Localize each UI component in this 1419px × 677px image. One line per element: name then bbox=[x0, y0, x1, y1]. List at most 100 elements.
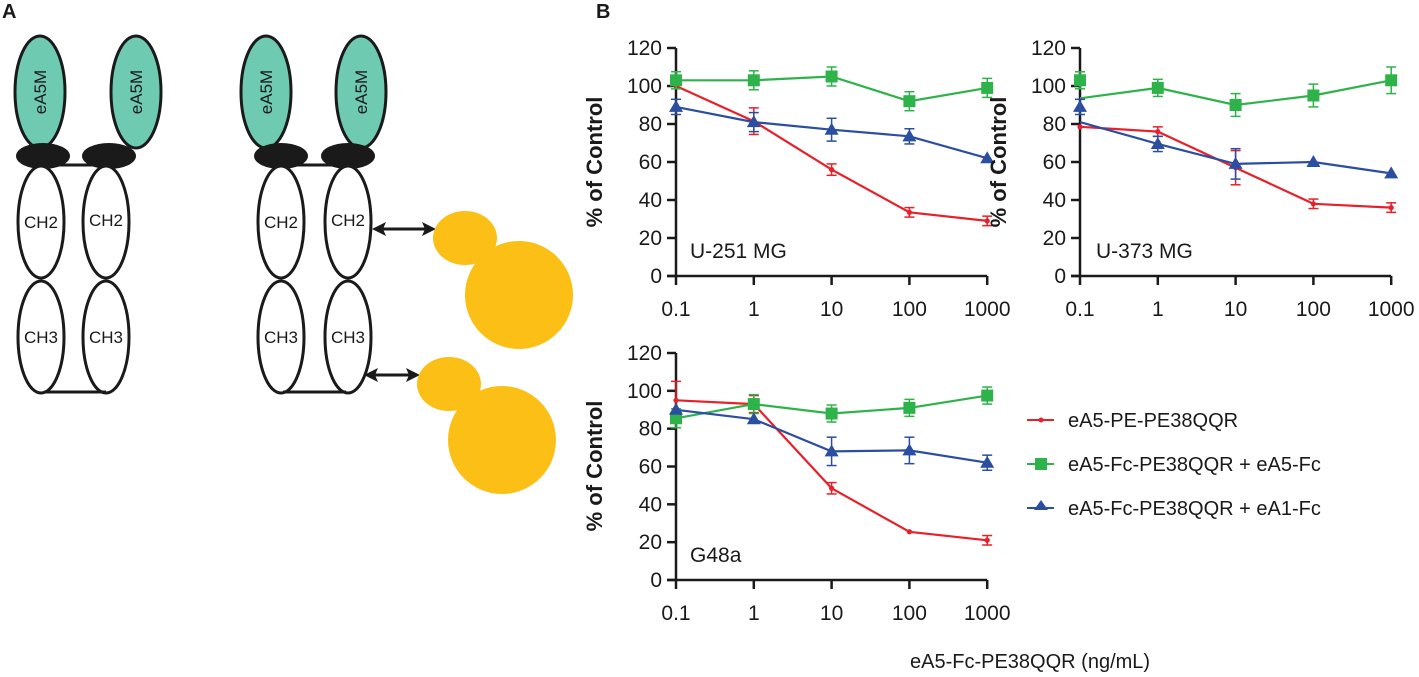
panel-label-b: B bbox=[596, 1, 610, 23]
double-arrow-icon bbox=[372, 222, 436, 236]
panel-label-a: A bbox=[2, 1, 16, 23]
y-tick-label: 20 bbox=[1043, 227, 1066, 250]
legend: eA5-PE-PE38QQR eA5-Fc-PE38QQR + eA5-Fc e… bbox=[1027, 410, 1321, 520]
x-tick-label: 100 bbox=[1296, 298, 1331, 321]
ch3-domain bbox=[256, 279, 306, 395]
data-point-square bbox=[981, 81, 994, 94]
x-tick-label: 1 bbox=[748, 602, 760, 625]
y-tick-label: 120 bbox=[627, 37, 662, 60]
y-tick-label: 80 bbox=[639, 113, 662, 136]
data-point-triangle bbox=[1073, 99, 1087, 112]
y-axis-label: % of Control bbox=[986, 97, 1011, 228]
data-point-triangle bbox=[1150, 136, 1165, 149]
ch2-label: CH2 bbox=[24, 213, 58, 232]
hinge-right bbox=[82, 143, 136, 169]
data-point-square bbox=[670, 74, 682, 87]
y-tick-label: 120 bbox=[1031, 37, 1066, 60]
ch2-domain bbox=[81, 164, 131, 280]
data-point-triangle bbox=[746, 412, 761, 425]
vl-label: eA5M bbox=[352, 70, 371, 114]
data-point-dot bbox=[829, 485, 835, 491]
x-tick-label: 0.1 bbox=[661, 298, 690, 321]
x-axis-label: eA5-Fc-PE38QQR (ng/mL) bbox=[910, 651, 1150, 673]
y-tick-label: 0 bbox=[1054, 265, 1066, 288]
data-point-triangle bbox=[1306, 155, 1321, 167]
y-tick-label: 60 bbox=[639, 151, 662, 174]
ch2-domain bbox=[16, 164, 66, 280]
ch3-domain bbox=[323, 279, 373, 395]
x-tick-label: 100 bbox=[892, 602, 927, 625]
y-tick-label: 60 bbox=[639, 456, 662, 479]
series-line bbox=[675, 84, 988, 222]
data-point-square bbox=[903, 95, 916, 108]
data-point-square bbox=[825, 70, 838, 83]
y-tick-label: 60 bbox=[1043, 151, 1066, 174]
x-tick-label: 10 bbox=[820, 298, 843, 321]
data-point-dot bbox=[1310, 201, 1316, 207]
data-point-square bbox=[747, 74, 760, 87]
y-axis-label: % of Control bbox=[582, 401, 607, 532]
toxin-molecule-bottom bbox=[417, 357, 556, 494]
x-tick-label: 100 bbox=[892, 298, 927, 321]
ch2-label: CH2 bbox=[89, 211, 123, 230]
chart-u373mg: 0 20 40 60 80 100 120 0.1 1 10 100 1000 % of Control… bbox=[986, 37, 1415, 321]
legend-label: eA5-Fc-PE38QQR + eA5-Fc bbox=[1068, 454, 1321, 476]
y-tick-label: 40 bbox=[639, 493, 662, 516]
x-tick-label: 1000 bbox=[964, 602, 1011, 625]
data-point-triangle bbox=[980, 455, 995, 468]
legend-item: eA5-PE-PE38QQR bbox=[1027, 410, 1238, 432]
y-tick-label: 40 bbox=[1043, 189, 1066, 212]
chart-g48a: 0 20 40 60 80 100 120 0.1 1 10 100 1000 % of Control… bbox=[582, 342, 1011, 625]
ch2-domain bbox=[323, 164, 373, 280]
x-tick-label: 1000 bbox=[964, 298, 1011, 321]
y-tick-label: 0 bbox=[650, 569, 662, 592]
ch3-domain bbox=[16, 279, 66, 395]
data-point-triangle bbox=[902, 443, 917, 456]
hinge-right bbox=[321, 143, 375, 169]
legend-label: eA5-Fc-PE38QQR + eA1-Fc bbox=[1068, 498, 1321, 520]
y-tick-label: 100 bbox=[1031, 75, 1066, 98]
ch2-label: CH2 bbox=[331, 211, 365, 230]
legend-item: eA5-Fc-PE38QQR + eA1-Fc bbox=[1027, 498, 1321, 520]
cell-line-label: U-251 MG bbox=[690, 240, 787, 263]
hinge-left bbox=[16, 143, 70, 169]
data-point-square bbox=[1074, 74, 1086, 87]
data-point-dot bbox=[1388, 205, 1394, 211]
data-point-square bbox=[903, 401, 916, 414]
data-point-triangle bbox=[669, 99, 683, 112]
y-tick-label: 80 bbox=[1043, 113, 1066, 136]
x-tick-label: 1 bbox=[1152, 298, 1164, 321]
data-point-dot bbox=[829, 167, 835, 173]
x-tick-label: 10 bbox=[1224, 298, 1247, 321]
legend-label: eA5-PE-PE38QQR bbox=[1068, 410, 1238, 432]
vl-label: eA5M bbox=[31, 70, 50, 114]
y-tick-label: 40 bbox=[639, 189, 662, 212]
x-tick-label: 0.1 bbox=[1065, 298, 1094, 321]
ch3-label: CH3 bbox=[264, 328, 298, 347]
data-point-square bbox=[670, 412, 682, 425]
antibody-diagram-right: eA5M eA5M CH2 CH2 CH3 CH3 bbox=[239, 34, 573, 494]
ch3-label: CH3 bbox=[89, 328, 123, 347]
legend-marker-triangle bbox=[1034, 500, 1048, 510]
x-tick-label: 1000 bbox=[1368, 298, 1415, 321]
data-point-triangle bbox=[1228, 156, 1243, 169]
data-point-square bbox=[1229, 99, 1242, 111]
data-point-dot bbox=[673, 397, 679, 403]
y-axis-label: % of Control bbox=[582, 97, 607, 228]
antibody-diagram-left: eA5M eA5M CH2 CH2 CH3 CH3 bbox=[13, 34, 163, 395]
hinge-left bbox=[254, 143, 308, 169]
data-point-dot bbox=[984, 537, 990, 543]
data-point-square bbox=[981, 389, 994, 402]
data-point-square bbox=[1151, 81, 1164, 94]
y-tick-label: 120 bbox=[627, 342, 662, 365]
cell-line-label: G48a bbox=[690, 544, 742, 567]
y-tick-label: 20 bbox=[639, 227, 662, 250]
x-tick-label: 0.1 bbox=[661, 602, 690, 625]
data-point-triangle bbox=[669, 402, 683, 415]
data-point-dot bbox=[906, 529, 913, 535]
legend-marker-square bbox=[1035, 458, 1047, 470]
ch3-label: CH3 bbox=[331, 328, 365, 347]
data-point-square bbox=[747, 398, 760, 411]
data-point-square bbox=[1385, 74, 1398, 87]
data-point-triangle bbox=[1384, 166, 1399, 179]
